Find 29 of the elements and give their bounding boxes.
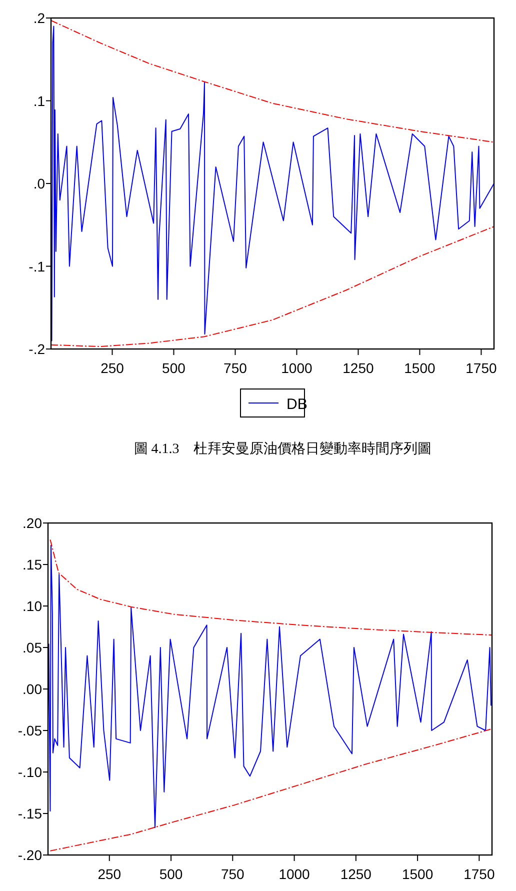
y-tick-label: .1	[33, 92, 46, 109]
y-tick-label: -.15	[18, 806, 42, 822]
x-tick-label: 750	[224, 360, 248, 376]
x-tick-label: 1750	[466, 360, 497, 376]
x-tick-label: 1250	[340, 866, 372, 882]
y-tick-label: .2	[33, 10, 46, 26]
x-tick-label: 1500	[404, 360, 436, 376]
y-tick-label: .10	[22, 598, 42, 614]
y-tick-label: .05	[22, 640, 42, 656]
x-tick-label: 750	[220, 866, 245, 882]
y-tick-label: -.2	[28, 341, 46, 357]
x-tick-label: 250	[100, 360, 124, 376]
y-tick-label: -.1	[28, 258, 46, 274]
caption: 圖 4.1.3 杜拜安曼原油價格日變動率時間序列圖	[134, 441, 432, 457]
y-tick-label: .0	[33, 176, 46, 192]
x-tick-label: 500	[159, 866, 183, 882]
y-tick-label: .20	[22, 515, 42, 531]
x-tick-label: 1750	[464, 866, 495, 882]
y-tick-label: .15	[22, 556, 42, 572]
x-tick-label: 1500	[402, 866, 434, 882]
y-tick-label: -.10	[18, 764, 42, 780]
y-tick-label: -.05	[18, 722, 42, 738]
x-tick-label: 1000	[278, 866, 310, 882]
y-tick-label: -.20	[18, 847, 42, 863]
x-tick-label: 500	[162, 360, 186, 376]
y-tick-label: .00	[22, 681, 42, 697]
x-tick-label: 1250	[342, 360, 374, 376]
x-tick-label: 1000	[281, 360, 313, 376]
x-tick-label: 250	[98, 866, 122, 882]
